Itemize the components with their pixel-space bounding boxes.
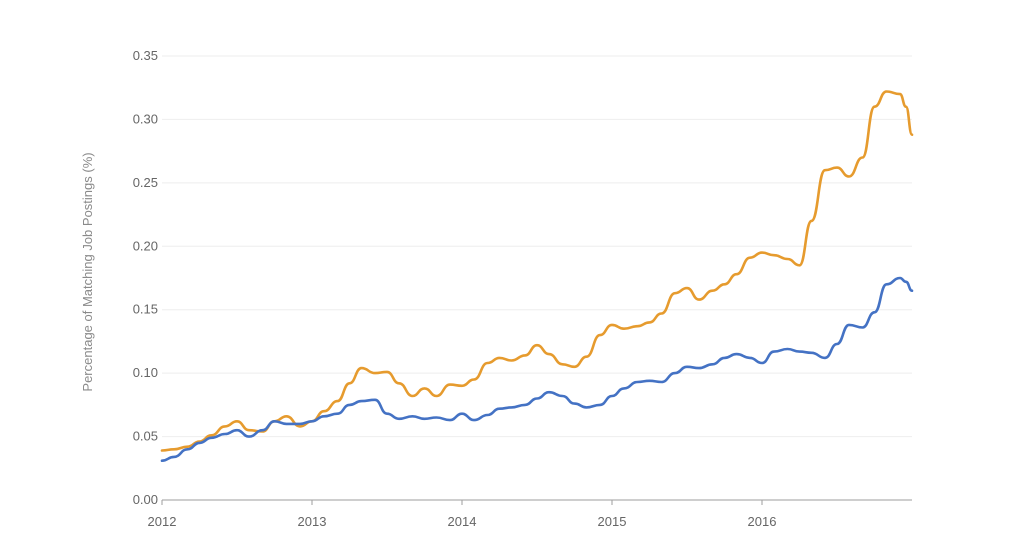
y-tick-label: 0.20 — [133, 238, 158, 253]
y-tick-label: 0.05 — [133, 429, 158, 444]
x-axis — [161, 499, 912, 505]
series-line-blue — [160, 276, 914, 462]
series-line-orange — [160, 90, 914, 452]
x-tick-label: 2012 — [148, 514, 177, 529]
y-tick-label: 0.10 — [133, 365, 158, 380]
y-tick-label: 0.00 — [133, 492, 158, 507]
y-tick-label: 0.25 — [133, 175, 158, 190]
x-axis-tick-labels: 2012 2013 2014 2015 2016 — [148, 514, 777, 529]
grid-lines — [162, 55, 912, 438]
x-tick-label: 2016 — [748, 514, 777, 529]
y-axis-tick-labels: 0.00 0.05 0.10 0.15 0.20 0.25 0.30 0.35 — [133, 48, 158, 507]
y-tick-label: 0.35 — [133, 48, 158, 63]
series-lines — [160, 90, 914, 462]
x-tick-label: 2014 — [448, 514, 477, 529]
y-tick-label: 0.15 — [133, 302, 158, 317]
x-tick-label: 2015 — [598, 514, 627, 529]
y-axis-title: Percentage of Matching Job Postings (%) — [80, 152, 95, 391]
y-tick-label: 0.30 — [133, 111, 158, 126]
x-tick-label: 2013 — [298, 514, 327, 529]
